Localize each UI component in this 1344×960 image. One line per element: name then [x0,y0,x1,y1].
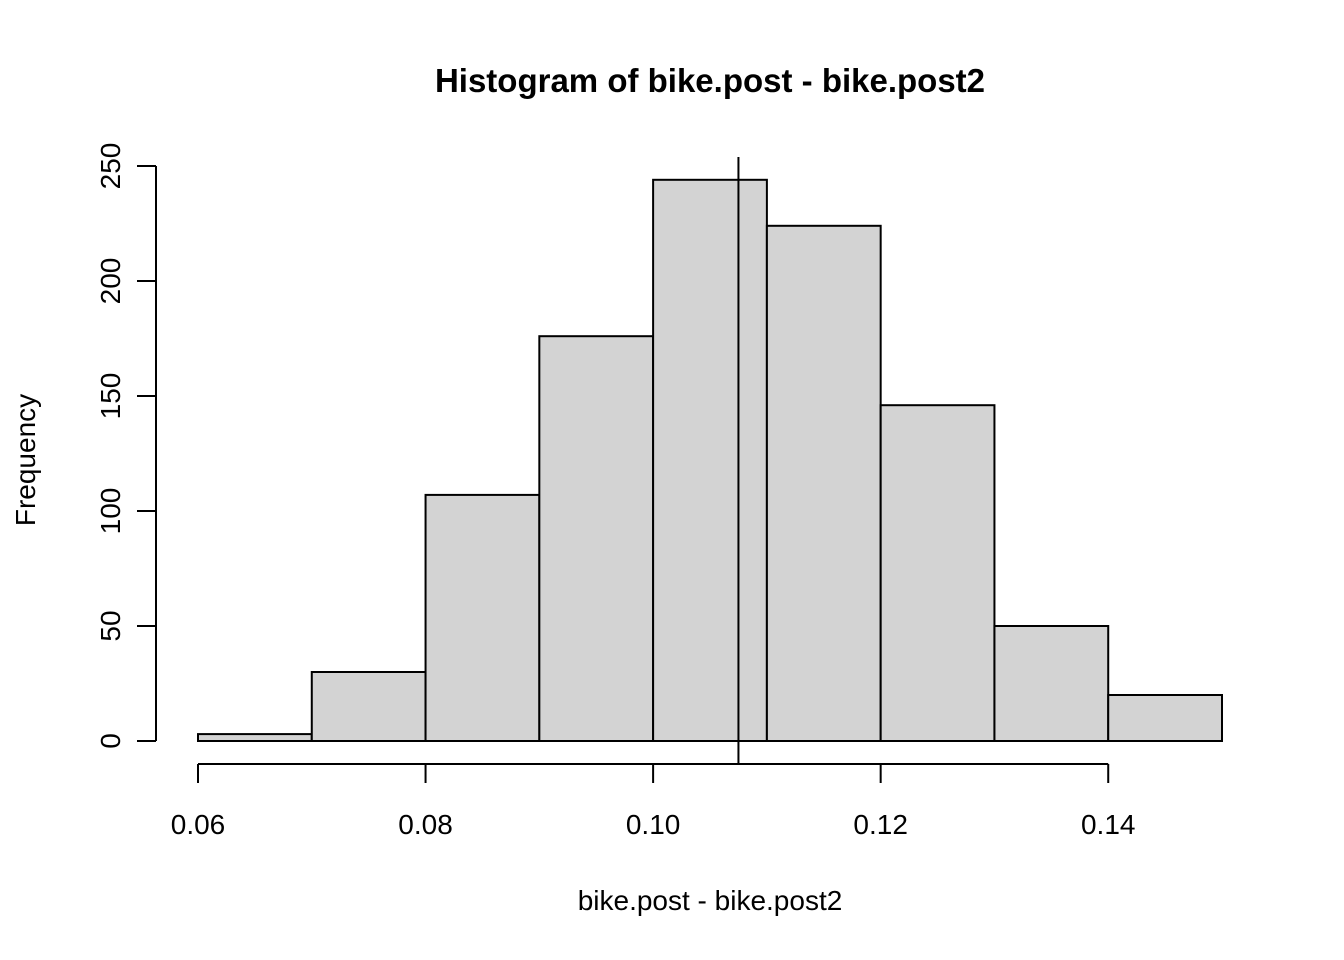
x-tick-label-0: 0.06 [171,809,226,840]
bars-group [197,178,1223,743]
histogram-bar-3 [538,335,655,742]
y-tick-label-5: 250 [95,143,126,190]
histogram-bar-0 [197,733,313,742]
x-tick-label-2: 0.10 [626,809,681,840]
histogram-bar-5 [765,224,882,743]
histogram-bar-7 [993,625,1110,742]
histogram-bar-4 [652,178,768,743]
y-tick-label-3: 150 [95,373,126,420]
y-axis: 0 50 100 150 200 250 [95,143,157,749]
chart-title: Histogram of bike.post - bike.post2 [435,62,985,99]
x-axis: 0.06 0.08 0.10 0.12 0.14 [171,763,1136,840]
histogram-bar-2 [424,493,541,742]
histogram-bar-6 [879,404,996,742]
y-tick-label-2: 100 [95,488,126,535]
histogram-bar-8 [1107,694,1223,742]
x-tick-label-4: 0.14 [1081,809,1136,840]
x-tick-label-1: 0.08 [398,809,453,840]
y-tick-label-0: 0 [95,733,126,749]
y-axis-label: Frequency [10,394,41,526]
y-tick-label-4: 200 [95,258,126,305]
y-tick-label-1: 50 [95,610,126,641]
x-tick-label-3: 0.12 [853,809,908,840]
x-axis-label: bike.post - bike.post2 [578,885,843,916]
histogram-bar-1 [310,671,427,742]
